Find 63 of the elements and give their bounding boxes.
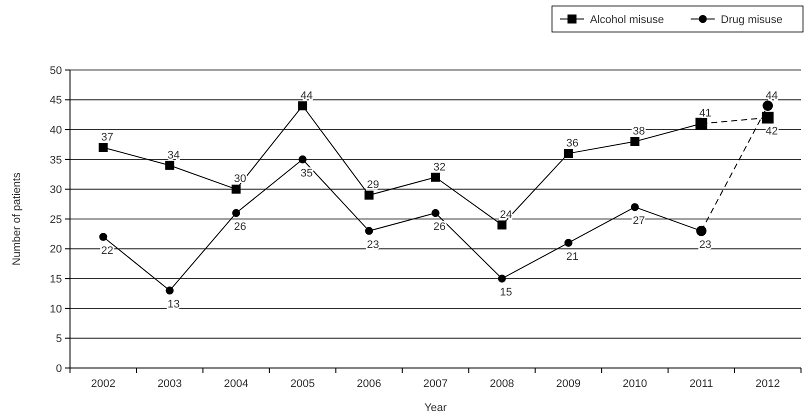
x-tick-label: 2008 [490,378,514,390]
x-tick-label: 2009 [556,378,581,390]
data-label: 32 [433,161,446,174]
x-tick-label: 2012 [756,378,780,390]
point [630,203,639,212]
point [232,209,240,218]
data-label: 21 [566,250,579,263]
data-label: 15 [500,286,512,299]
point [98,142,108,152]
point [232,184,241,194]
point [298,155,307,164]
data-label: 23 [366,238,380,251]
data-label: 13 [168,298,180,311]
x-tick-label: 2011 [689,378,714,390]
legend-label: Drug misuse [720,14,783,26]
x-tick-label: 2010 [622,378,648,390]
y-tick-label: 45 [50,94,62,107]
point [762,112,774,124]
y-tick-label: 20 [50,244,62,256]
y-tick-label: 40 [50,124,62,136]
y-tick-label: 10 [50,303,62,316]
point [432,209,440,218]
data-label: 36 [566,137,579,150]
data-label: 34 [168,149,180,162]
data-label: 29 [366,179,380,192]
y-tick-label: 50 [50,64,62,77]
point [498,274,506,283]
data-label: 44 [766,90,778,102]
data-label: 26 [234,221,246,234]
y-tick-label: 0 [56,362,62,375]
data-label: 44 [300,90,313,102]
data-label: 37 [101,131,114,144]
data-label: 35 [300,167,313,180]
data-label: 26 [433,221,446,234]
y-tick-label: 30 [50,184,62,196]
y-tick-label: 25 [50,214,62,226]
x-axis-title: Year [424,402,447,414]
x-tick-label: 2003 [157,378,182,390]
x-tick-label: 2006 [356,378,382,390]
x-tick-label: 2002 [90,378,116,390]
point [564,238,572,247]
point [364,190,374,200]
point [497,220,506,230]
point [630,137,640,146]
point [298,101,308,110]
point [166,286,174,295]
point [99,232,108,241]
legend-label: Alcohol misuse [590,14,664,26]
point [165,160,174,170]
point [564,148,573,158]
y-tick-label: 5 [56,333,62,346]
y-tick-label: 35 [50,154,62,166]
y-axis-title: Number of patients [11,172,23,266]
data-label: 23 [699,238,712,251]
point [365,226,374,235]
x-tick-label: 2007 [423,378,448,390]
x-tick-label: 2004 [224,378,248,390]
data-label: 24 [500,208,512,221]
data-label: 41 [699,108,712,120]
point [762,100,773,111]
x-tick-label: 2005 [290,378,315,390]
point [431,172,440,182]
y-tick-label: 15 [50,273,62,286]
